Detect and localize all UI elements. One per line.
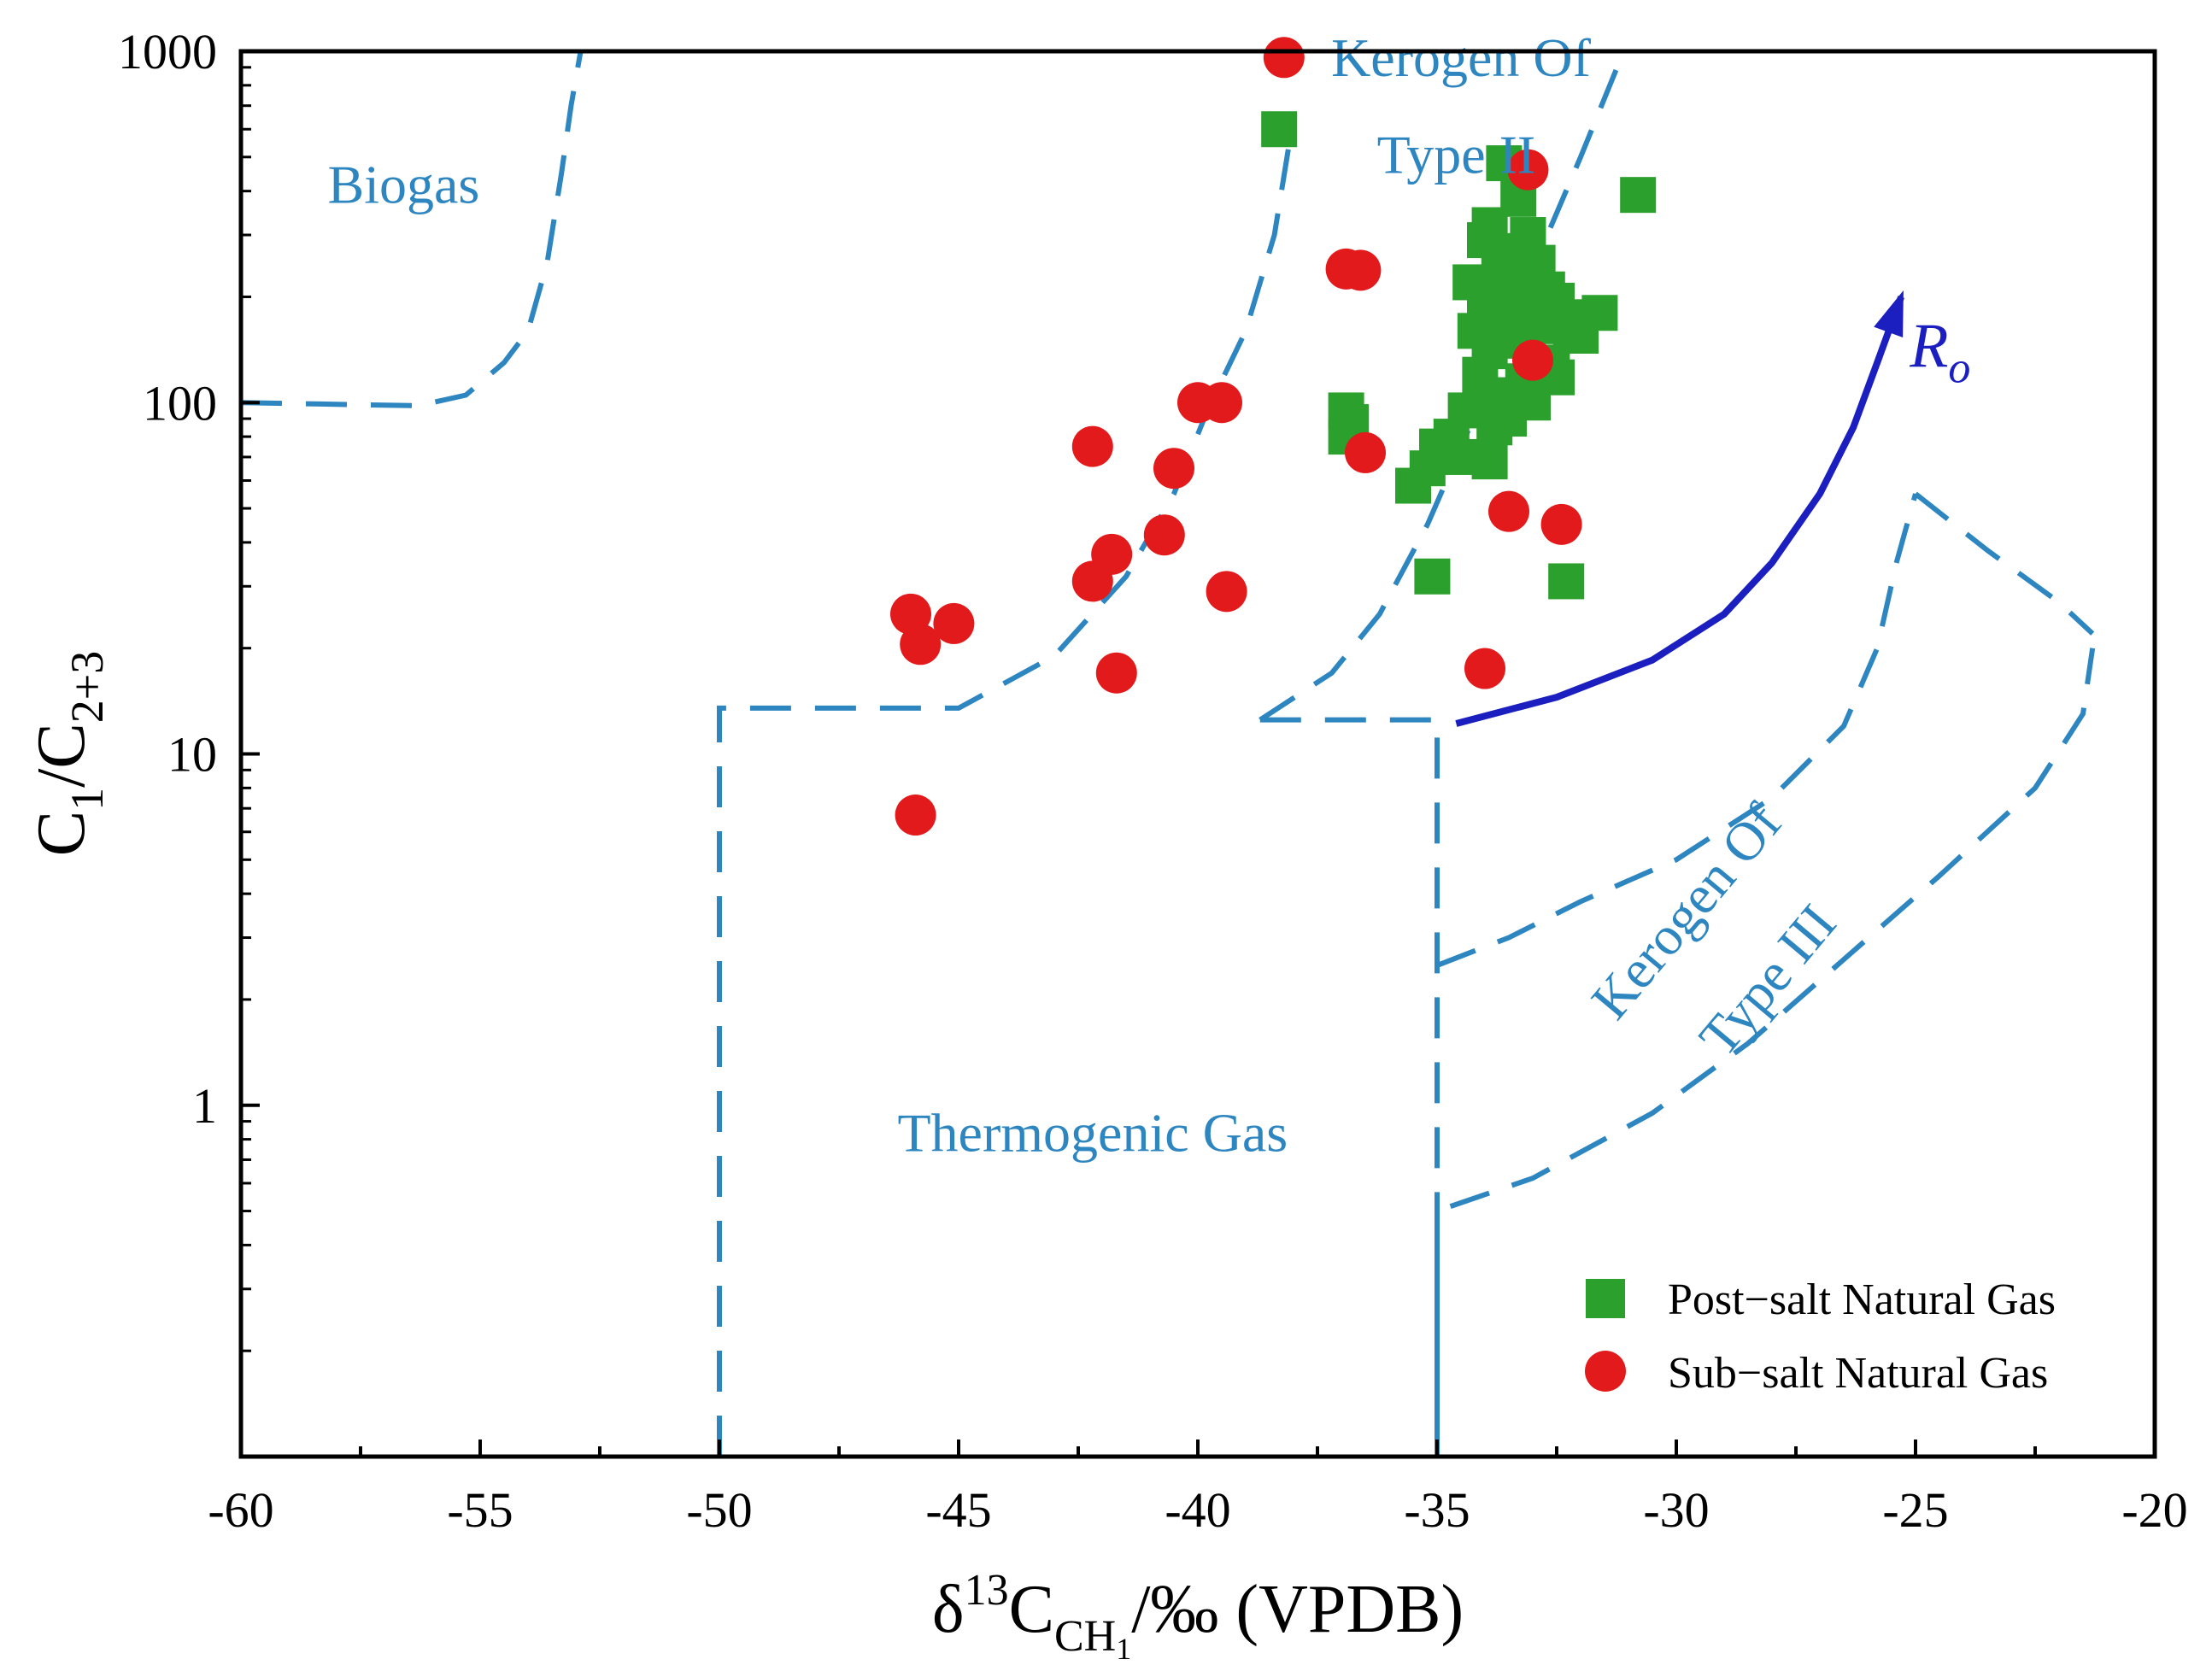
sub-salt-point — [1512, 339, 1553, 381]
sub-salt-point — [1263, 37, 1305, 79]
kerogen-iii-right-boundary — [1914, 491, 2095, 636]
x-tick-label: -40 — [1165, 1482, 1230, 1538]
region-label: Kerogen Of — [1331, 27, 1592, 88]
sub-salt-point — [1488, 490, 1529, 532]
data-points — [890, 37, 1657, 836]
x-tick-label: -30 — [1643, 1482, 1709, 1538]
x-axis-title-sup: 13 — [965, 1566, 1009, 1615]
sub-salt-point — [1095, 652, 1137, 694]
ro-label-sub: o — [1948, 343, 1970, 392]
x-axis-title-delta: δ — [932, 1572, 965, 1647]
sub-salt-point — [1206, 571, 1247, 613]
legend-label-sub-salt: Sub−salt Natural Gas — [1668, 1349, 2048, 1398]
x-tick-label: -20 — [2121, 1482, 2187, 1538]
kerogen-iii-upper-boundary — [1435, 493, 1918, 968]
legend-marker-post-salt — [1586, 1279, 1625, 1318]
post-salt-point — [1414, 558, 1451, 595]
thermogenic-inner-boundary — [1259, 717, 1440, 1457]
y-tick-label: 1000 — [118, 24, 217, 79]
sub-salt-point — [895, 795, 936, 836]
post-salt-point — [1395, 467, 1431, 504]
post-salt-point — [1261, 111, 1298, 148]
x-axis-title-sub: CH — [1054, 1612, 1116, 1661]
kerogen-ii-outer-boundary — [717, 116, 1296, 1457]
sub-salt-point — [933, 602, 975, 644]
sub-salt-point — [1071, 425, 1113, 467]
axes: -60 -55 -50 -45 -40 -35 -30 -25 -20 1 10 100 1000 — [118, 24, 2188, 1538]
x-axis-title: δ13CCH1/‰ (VPDB) — [932, 1566, 1464, 1666]
sub-salt-point — [1540, 503, 1582, 545]
y-tick-label: 100 — [143, 375, 217, 431]
post-salt-point — [1552, 313, 1589, 349]
legend-marker-sub-salt — [1585, 1351, 1626, 1392]
y-tick-label: 1 — [192, 1078, 217, 1134]
ro-label-r: R — [1909, 311, 1948, 381]
y-axis-title-sub2: 2+3 — [62, 651, 113, 723]
x-axis-title-c: C — [1009, 1572, 1054, 1647]
region-boundaries — [240, 50, 2096, 1457]
x-axis-title-subsub: 1 — [1116, 1632, 1131, 1666]
x-tick-label: -25 — [1882, 1482, 1948, 1538]
sub-salt-point — [1143, 514, 1185, 556]
region-label: Thermogenic Gas — [897, 1103, 1288, 1164]
x-axis-title-unit: /‰ (VPDB) — [1131, 1572, 1464, 1647]
maturity-trend-line — [1455, 296, 1904, 727]
legend-label-post-salt: Post−salt Natural Gas — [1668, 1275, 2056, 1324]
y-tick-label: 10 — [167, 727, 217, 783]
sub-salt-point — [1201, 382, 1242, 424]
plot-frame — [238, 49, 2157, 1459]
sub-salt-point — [1464, 648, 1505, 689]
sub-salt-point — [1345, 431, 1386, 473]
y-axis-title: C1/C2+3 — [24, 651, 113, 856]
kerogen-iii-lower-boundary — [1435, 648, 2096, 1457]
x-tick-label: -60 — [208, 1482, 273, 1538]
sub-salt-point — [900, 624, 942, 666]
region-label: Biogas — [328, 155, 480, 215]
maturity-trend-label: Ro — [1909, 311, 1970, 392]
x-tick-label: -50 — [686, 1482, 752, 1538]
x-tick-label: -35 — [1404, 1482, 1470, 1538]
maturity-trend-arrowhead — [1874, 290, 1904, 337]
region-label: Type II — [1377, 125, 1536, 185]
x-tick-label: -55 — [447, 1482, 513, 1538]
y-axis-title-c: C — [24, 811, 99, 856]
x-tick-label: -45 — [925, 1482, 991, 1538]
post-salt-point — [1476, 409, 1513, 446]
sub-salt-point — [1340, 249, 1382, 291]
post-salt-point — [1548, 563, 1585, 600]
post-salt-point — [1471, 443, 1508, 480]
biogas-boundary — [240, 50, 584, 408]
sub-salt-point — [1153, 448, 1194, 490]
sub-salt-point — [1071, 560, 1113, 602]
y-axis-title-slash: /C — [24, 723, 99, 788]
legend: Post−salt Natural Gas Sub−salt Natural G… — [1585, 1275, 2056, 1398]
maturity-trend: Ro — [1455, 290, 1970, 727]
sub-salt-point — [1507, 149, 1549, 191]
y-axis-title-sub1: 1 — [62, 788, 113, 811]
post-salt-point — [1620, 177, 1657, 214]
